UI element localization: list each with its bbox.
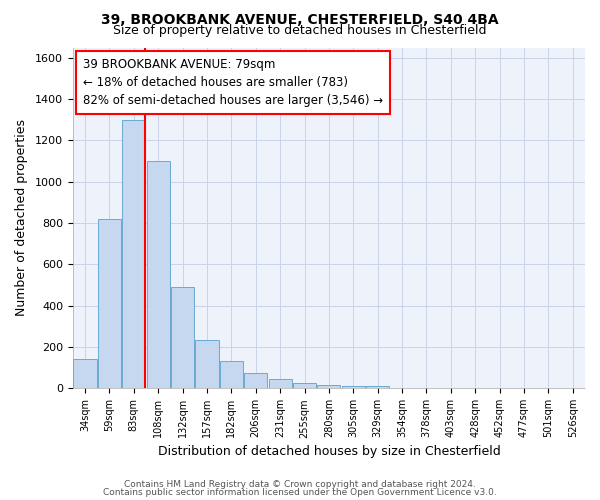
Bar [269,378,292,388]
Bar [73,359,97,388]
Text: 39, BROOKBANK AVENUE, CHESTERFIELD, S40 4BA: 39, BROOKBANK AVENUE, CHESTERFIELD, S40 … [101,12,499,26]
Text: Contains HM Land Registry data © Crown copyright and database right 2024.: Contains HM Land Registry data © Crown c… [124,480,476,489]
Bar [317,385,340,388]
Bar [366,386,389,388]
Text: Size of property relative to detached houses in Chesterfield: Size of property relative to detached ho… [113,24,487,37]
Text: Contains public sector information licensed under the Open Government Licence v3: Contains public sector information licen… [103,488,497,497]
Text: 39 BROOKBANK AVENUE: 79sqm
← 18% of detached houses are smaller (783)
82% of sem: 39 BROOKBANK AVENUE: 79sqm ← 18% of deta… [83,58,383,106]
Bar [146,161,170,388]
Bar [196,340,218,388]
Bar [220,362,243,388]
X-axis label: Distribution of detached houses by size in Chesterfield: Distribution of detached houses by size … [158,444,500,458]
Y-axis label: Number of detached properties: Number of detached properties [15,120,28,316]
Bar [293,383,316,388]
Bar [244,373,268,388]
Bar [122,120,145,388]
Bar [171,287,194,388]
Bar [98,219,121,388]
Bar [342,386,365,388]
